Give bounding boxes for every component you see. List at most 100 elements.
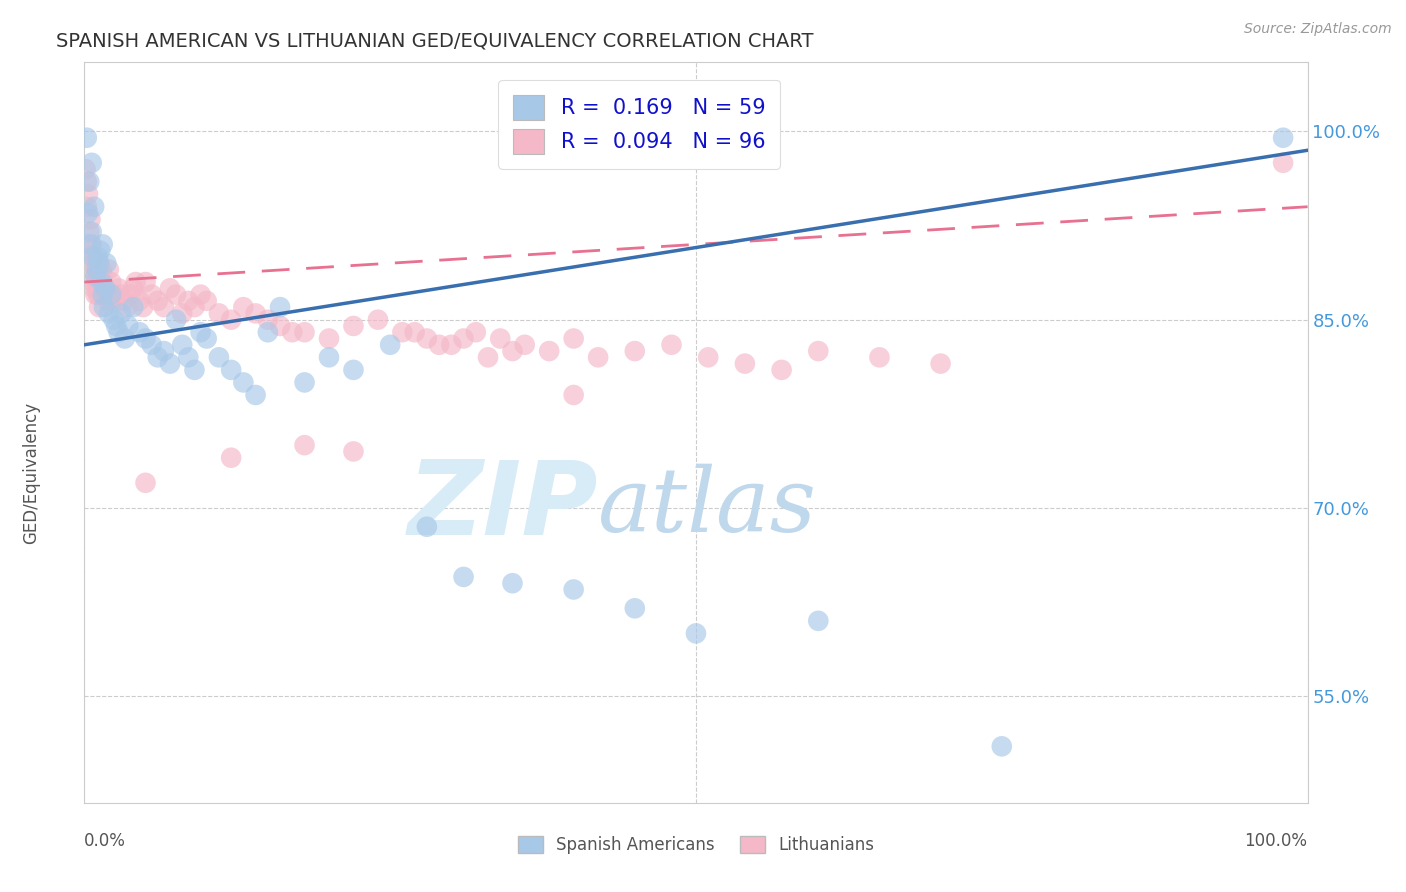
Point bbox=[97, 293, 120, 308]
Point bbox=[87, 281, 110, 295]
Point bbox=[416, 520, 439, 534]
Point bbox=[122, 281, 145, 295]
Point bbox=[294, 376, 316, 390]
Point bbox=[153, 344, 176, 359]
Point bbox=[125, 275, 148, 289]
Point bbox=[82, 250, 104, 264]
Point bbox=[257, 312, 280, 326]
Point bbox=[141, 287, 163, 301]
Point bbox=[93, 300, 115, 314]
Point bbox=[172, 338, 194, 352]
Point bbox=[562, 582, 585, 597]
Point bbox=[281, 325, 304, 339]
Point bbox=[87, 300, 110, 314]
Point bbox=[83, 281, 105, 295]
Point bbox=[807, 614, 830, 628]
Point bbox=[76, 200, 98, 214]
Point bbox=[453, 570, 475, 584]
Point bbox=[93, 287, 115, 301]
Point bbox=[770, 363, 793, 377]
Point bbox=[135, 331, 157, 345]
Point bbox=[538, 344, 561, 359]
Point bbox=[94, 281, 117, 295]
Point bbox=[208, 306, 231, 320]
Point bbox=[1272, 156, 1295, 170]
Point bbox=[91, 268, 114, 283]
Text: 0.0%: 0.0% bbox=[84, 832, 127, 850]
Point bbox=[477, 351, 499, 365]
Point bbox=[502, 576, 524, 591]
Point bbox=[342, 444, 364, 458]
Point bbox=[114, 331, 136, 345]
Point bbox=[82, 256, 104, 270]
Point bbox=[86, 262, 108, 277]
Point bbox=[84, 287, 107, 301]
Point bbox=[91, 287, 114, 301]
Point bbox=[562, 388, 585, 402]
Point bbox=[103, 287, 125, 301]
Point bbox=[80, 156, 103, 170]
Point bbox=[103, 312, 125, 326]
Point bbox=[90, 281, 112, 295]
Point bbox=[79, 237, 101, 252]
Point bbox=[141, 338, 163, 352]
Point bbox=[105, 293, 128, 308]
Point bbox=[624, 344, 647, 359]
Point bbox=[100, 287, 122, 301]
Point bbox=[404, 325, 426, 339]
Point bbox=[135, 475, 157, 490]
Point bbox=[120, 287, 142, 301]
Point bbox=[257, 325, 280, 339]
Point bbox=[391, 325, 413, 339]
Point bbox=[77, 187, 100, 202]
Point bbox=[83, 200, 105, 214]
Point bbox=[869, 351, 891, 365]
Point bbox=[79, 256, 101, 270]
Point bbox=[110, 306, 132, 320]
Point bbox=[80, 237, 103, 252]
Legend: Spanish Americans, Lithuanians: Spanish Americans, Lithuanians bbox=[512, 830, 880, 861]
Point bbox=[245, 388, 267, 402]
Point bbox=[208, 351, 231, 365]
Point bbox=[367, 312, 389, 326]
Point bbox=[77, 237, 100, 252]
Point bbox=[440, 338, 463, 352]
Point bbox=[991, 739, 1014, 754]
Point bbox=[342, 318, 364, 333]
Point bbox=[245, 306, 267, 320]
Point bbox=[427, 338, 450, 352]
Point bbox=[100, 275, 122, 289]
Point bbox=[153, 300, 176, 314]
Point bbox=[84, 268, 107, 283]
Point bbox=[342, 363, 364, 377]
Point bbox=[172, 306, 194, 320]
Point bbox=[76, 130, 98, 145]
Point bbox=[661, 338, 683, 352]
Point bbox=[117, 318, 139, 333]
Point bbox=[90, 262, 112, 277]
Point bbox=[269, 318, 291, 333]
Point bbox=[132, 300, 155, 314]
Text: ZIP: ZIP bbox=[408, 456, 598, 558]
Point bbox=[177, 351, 200, 365]
Point bbox=[135, 275, 157, 289]
Point bbox=[76, 175, 98, 189]
Point bbox=[562, 331, 585, 345]
Point bbox=[77, 175, 100, 189]
Point bbox=[91, 275, 114, 289]
Text: 100.0%: 100.0% bbox=[1244, 832, 1308, 850]
Point bbox=[105, 318, 128, 333]
Point bbox=[89, 287, 111, 301]
Point bbox=[84, 268, 107, 283]
Point bbox=[112, 293, 135, 308]
Point bbox=[195, 331, 218, 345]
Point bbox=[79, 212, 101, 227]
Point bbox=[513, 338, 536, 352]
Point bbox=[91, 237, 114, 252]
Point bbox=[1272, 130, 1295, 145]
Point bbox=[416, 331, 439, 345]
Point bbox=[624, 601, 647, 615]
Point bbox=[380, 338, 402, 352]
Point bbox=[122, 300, 145, 314]
Point bbox=[183, 300, 205, 314]
